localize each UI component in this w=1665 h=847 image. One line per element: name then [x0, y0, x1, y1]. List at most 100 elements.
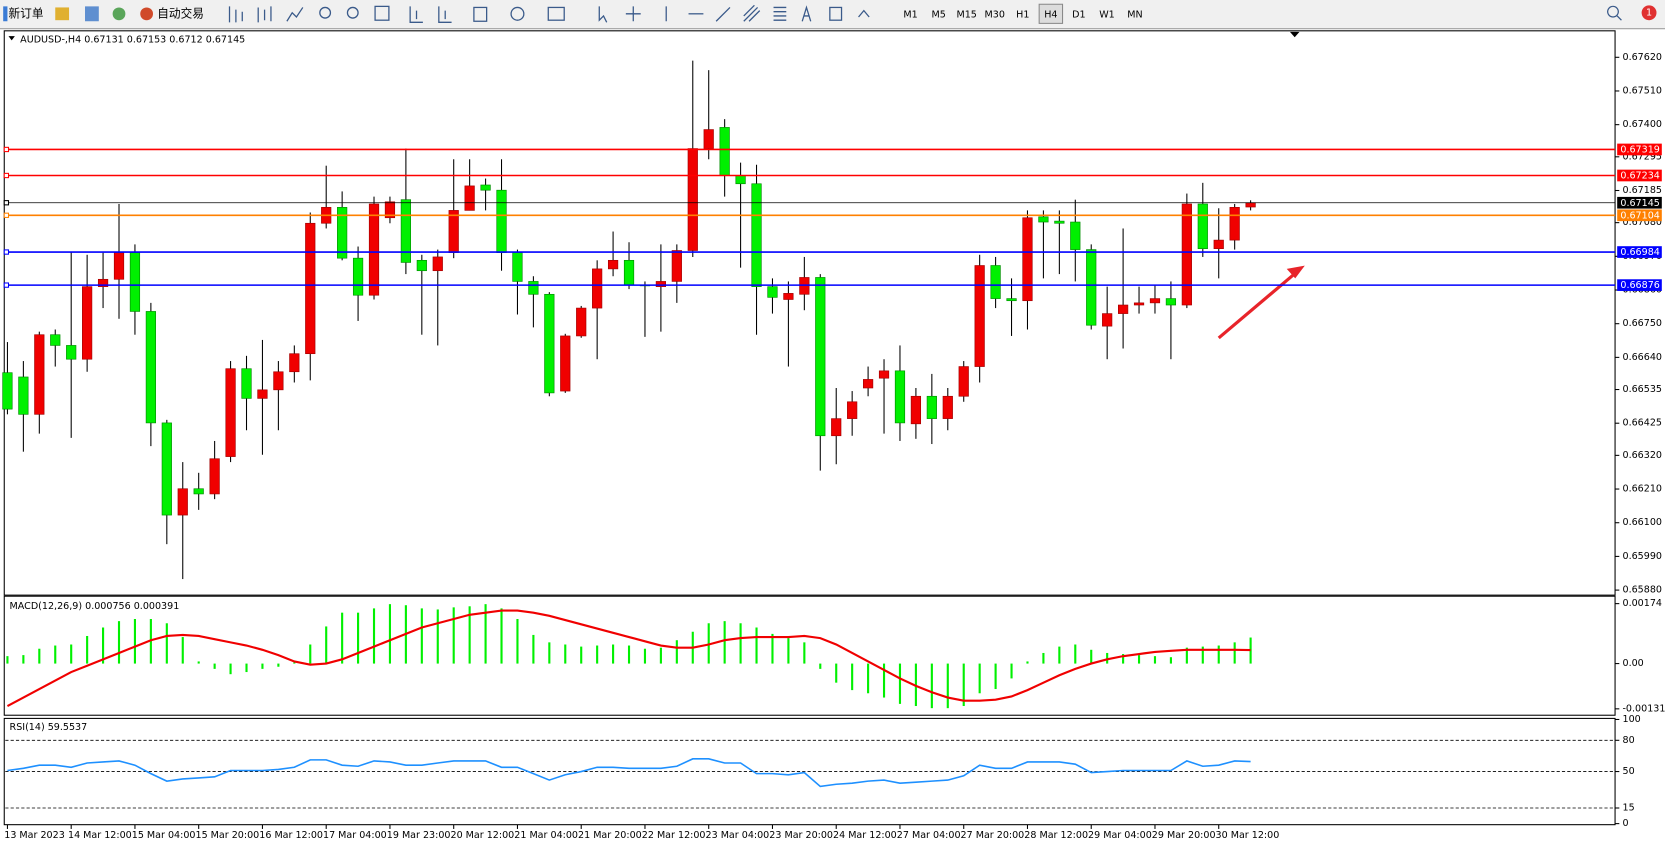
- trendline-tool[interactable]: [715, 6, 731, 22]
- templates[interactable]: [547, 6, 565, 21]
- candle-body: [161, 422, 172, 516]
- candle-body: [1118, 304, 1129, 314]
- candle-body: [767, 286, 778, 298]
- candle-body: [384, 201, 396, 219]
- new-order-button[interactable]: 新订单: [9, 6, 44, 20]
- macd-name: MACD(12,26,9): [10, 600, 83, 611]
- candle-body: [305, 222, 316, 355]
- crosshair-tool[interactable]: [625, 6, 641, 22]
- x-tick-label: 30 Mar 12:00: [1216, 830, 1280, 841]
- line-chart-tool[interactable]: [286, 7, 304, 22]
- notification-badge[interactable]: [1641, 5, 1657, 21]
- timeframe-button[interactable]: W1: [1099, 9, 1115, 20]
- candle-body: [576, 307, 587, 337]
- arrows-tool[interactable]: [858, 9, 870, 18]
- candle-body: [448, 210, 459, 253]
- y-tick-label: 0.67185: [1622, 185, 1661, 196]
- channel-tool[interactable]: [743, 4, 761, 22]
- timeframe-button[interactable]: M30: [985, 9, 1005, 20]
- indicators[interactable]: [473, 6, 488, 22]
- x-tick-label: 22 Mar 12:00: [642, 830, 706, 841]
- candle-body: [1102, 313, 1113, 327]
- notification-count: 1: [1646, 7, 1652, 18]
- price-line-handle[interactable]: [3, 200, 10, 206]
- tile-windows[interactable]: [374, 5, 390, 21]
- candle-body: [926, 395, 937, 419]
- candle-body: [655, 281, 666, 287]
- candle-body: [1245, 202, 1256, 208]
- y-tick-label: 0.00174: [1622, 598, 1661, 609]
- toolbar-icon[interactable]: [112, 7, 126, 21]
- y-tick-label: 0.66320: [1622, 450, 1661, 461]
- chart-shift[interactable]: [438, 6, 452, 23]
- candle-body: [783, 293, 794, 300]
- periods[interactable]: [510, 6, 525, 21]
- x-tick-label: 24 Mar 12:00: [833, 830, 897, 841]
- candle-body: [1229, 207, 1240, 241]
- timeframe-button[interactable]: MN: [1127, 9, 1142, 20]
- y-tick-label: 0.66535: [1622, 384, 1661, 395]
- signal-line: [6, 609, 1251, 707]
- candle-body: [687, 148, 698, 251]
- candle-body: [815, 277, 826, 437]
- candle-body: [719, 127, 730, 176]
- timeframe-button[interactable]: M1: [903, 9, 917, 20]
- candle-body: [671, 250, 682, 282]
- timeframe-button[interactable]: H4: [1044, 9, 1057, 20]
- auto-trading-icon[interactable]: [140, 7, 154, 21]
- x-tick-label: 20 Mar 12:00: [451, 830, 515, 841]
- bar-chart-tool[interactable]: [228, 6, 243, 23]
- candle-body: [480, 184, 491, 191]
- toolbar-bg: [0, 0, 1665, 29]
- y-tick-label: 0.67510: [1622, 85, 1661, 96]
- price-label-box: [1617, 169, 1662, 182]
- candle-body: [1165, 298, 1177, 306]
- y-tick-label: 0.66210: [1622, 484, 1661, 495]
- candle-body: [496, 189, 507, 253]
- y-tick-label: 0.67620: [1622, 52, 1661, 63]
- last-close: 0.67145: [206, 34, 245, 45]
- candle-body: [464, 185, 475, 211]
- toolbar-icon[interactable]: [55, 7, 70, 21]
- timeframe-button[interactable]: H1: [1016, 9, 1029, 20]
- candle-body: [177, 488, 188, 516]
- candle-body: [1086, 249, 1097, 326]
- toolbar-icon[interactable]: [85, 6, 99, 22]
- rsi-title: RSI(14) 59.5537: [10, 721, 88, 732]
- price-line-handle[interactable]: [3, 146, 10, 153]
- timeframe-button[interactable]: M15: [957, 9, 977, 20]
- candle-body: [50, 334, 61, 346]
- price-line-handle[interactable]: [3, 172, 10, 179]
- chart-menu-arrow[interactable]: [8, 36, 15, 41]
- fibonacci-tool[interactable]: [773, 6, 787, 21]
- label-tool[interactable]: [829, 6, 843, 21]
- y-tick-label: -0.001314: [1622, 703, 1665, 714]
- candle-body: [2, 372, 13, 410]
- candle-body: [129, 252, 141, 312]
- zoom-in[interactable]: [319, 6, 332, 19]
- price-label: 0.66984: [1620, 247, 1659, 258]
- candle-body: [432, 256, 443, 272]
- text-tool[interactable]: [801, 5, 812, 22]
- macd-title: MACD(12,26,9) 0.000756 0.000391: [10, 600, 180, 611]
- new-order-icon[interactable]: [3, 6, 8, 22]
- auto-trading-button[interactable]: 自动交易: [157, 6, 204, 20]
- y-tick-label: 0.66425: [1622, 418, 1661, 429]
- cursor-tool[interactable]: [598, 6, 608, 23]
- price-label: 0.67234: [1620, 171, 1659, 182]
- search[interactable]: [1607, 5, 1622, 21]
- zoom-out[interactable]: [346, 6, 359, 19]
- timeframe-button[interactable]: D1: [1072, 9, 1085, 20]
- price-line-handle[interactable]: [3, 282, 10, 288]
- price-line-handle[interactable]: [3, 212, 10, 218]
- price-label: 0.67104: [1620, 210, 1659, 221]
- y-tick-label: 0.65880: [1622, 585, 1661, 596]
- candle-body: [942, 395, 953, 419]
- price-line-handle[interactable]: [3, 249, 10, 255]
- price-label-box: [1617, 246, 1662, 258]
- timeframe-button[interactable]: M5: [931, 9, 945, 20]
- autoscroll[interactable]: [409, 6, 423, 23]
- candle-tool[interactable]: [257, 6, 272, 23]
- candle-body: [862, 379, 874, 389]
